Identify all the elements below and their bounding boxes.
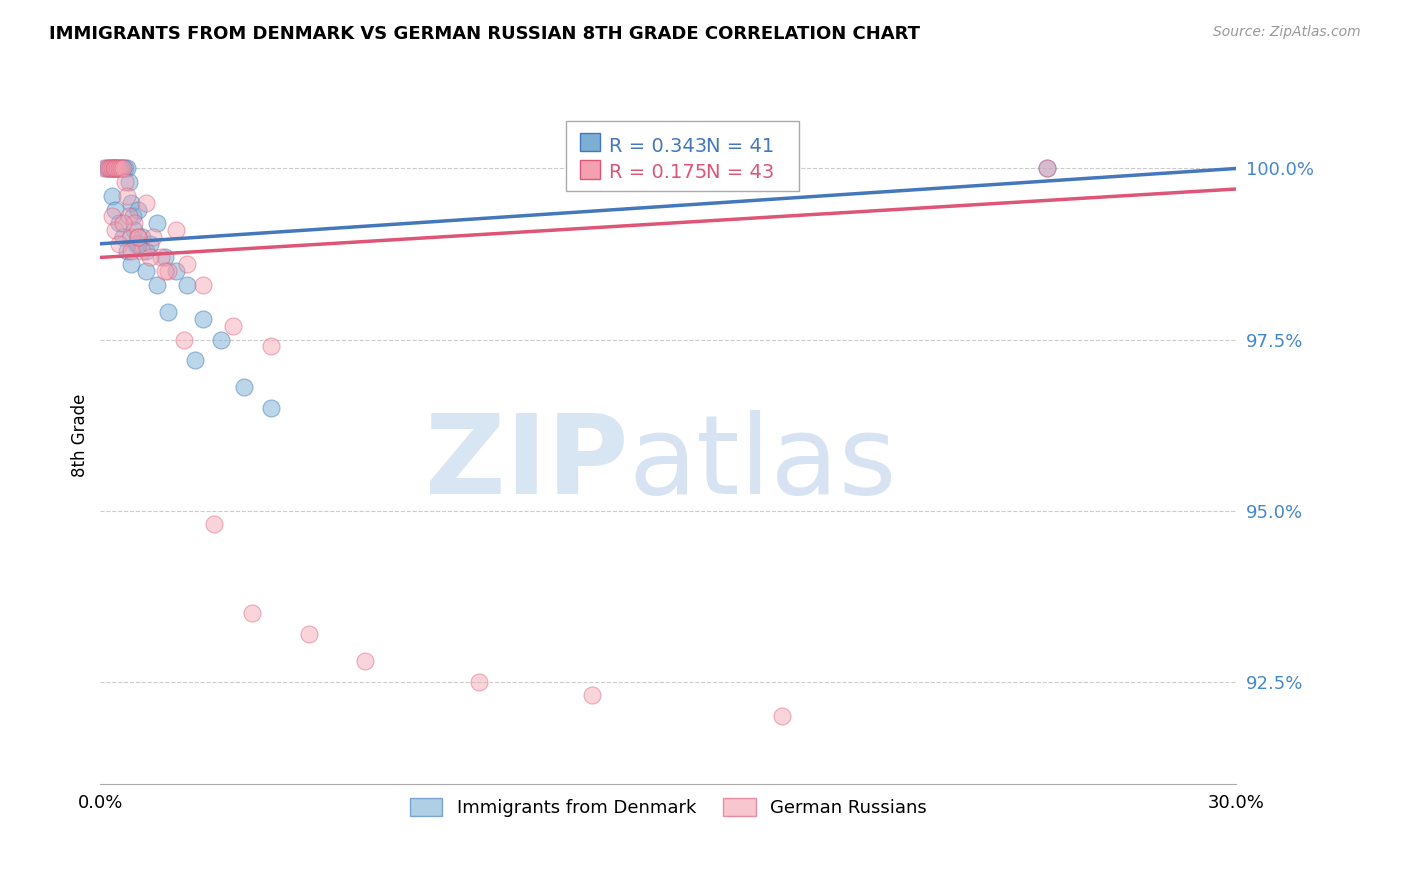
Point <box>127 236 149 251</box>
Point <box>176 257 198 271</box>
Point <box>105 161 128 176</box>
Bar <box>579 133 600 152</box>
Point <box>100 210 122 224</box>
Point <box>97 161 120 176</box>
Point <box>115 161 138 176</box>
Text: atlas: atlas <box>628 409 897 516</box>
Point <box>103 161 125 176</box>
Point <box>770 709 793 723</box>
Point <box>104 161 127 176</box>
Text: IMMIGRANTS FROM DENMARK VS GERMAN RUSSIAN 8TH GRADE CORRELATION CHART: IMMIGRANTS FROM DENMARK VS GERMAN RUSSIA… <box>49 25 920 43</box>
Point <box>104 223 127 237</box>
Point <box>125 236 148 251</box>
Point <box>176 277 198 292</box>
Point <box>98 161 121 176</box>
Text: R = 0.175: R = 0.175 <box>609 163 707 182</box>
Point <box>138 251 160 265</box>
Point <box>114 161 136 176</box>
Point <box>157 264 180 278</box>
Point <box>112 161 135 176</box>
Text: ZIP: ZIP <box>425 409 628 516</box>
Point <box>146 216 169 230</box>
Point <box>120 195 142 210</box>
Point <box>108 161 131 176</box>
Point <box>127 202 149 217</box>
Point <box>105 161 128 176</box>
Point <box>124 223 146 237</box>
Point <box>131 244 153 258</box>
Point <box>184 353 207 368</box>
Point <box>127 230 149 244</box>
Point <box>211 333 233 347</box>
Point <box>297 627 319 641</box>
Point <box>202 517 225 532</box>
Point <box>98 161 121 176</box>
Point <box>112 230 135 244</box>
Point <box>131 230 153 244</box>
Point <box>104 161 127 176</box>
Legend: Immigrants from Denmark, German Russians: Immigrants from Denmark, German Russians <box>402 790 934 824</box>
Point <box>108 236 131 251</box>
Point <box>112 216 135 230</box>
Point <box>108 161 131 176</box>
Point <box>124 216 146 230</box>
Point <box>1035 161 1057 176</box>
Point <box>110 161 132 176</box>
Point <box>93 161 115 176</box>
Point <box>94 161 117 176</box>
Point <box>1035 161 1057 176</box>
Point <box>127 230 149 244</box>
Bar <box>579 161 600 178</box>
Point <box>97 161 120 176</box>
Point <box>222 318 245 333</box>
Point <box>120 230 142 244</box>
Point <box>108 216 131 230</box>
Point <box>100 189 122 203</box>
Point <box>165 223 187 237</box>
Text: R = 0.343: R = 0.343 <box>609 136 707 155</box>
Point <box>121 210 143 224</box>
Point <box>118 175 141 189</box>
Point <box>142 230 165 244</box>
Point <box>100 161 122 176</box>
Point <box>260 401 283 415</box>
Point <box>233 380 256 394</box>
Point <box>157 305 180 319</box>
Point <box>138 236 160 251</box>
Point <box>115 189 138 203</box>
Text: N = 43: N = 43 <box>706 163 773 182</box>
Point <box>100 161 122 176</box>
Point <box>165 264 187 278</box>
Point <box>112 161 135 176</box>
Point <box>114 175 136 189</box>
Y-axis label: 8th Grade: 8th Grade <box>72 393 89 477</box>
Point <box>153 251 176 265</box>
Point <box>120 257 142 271</box>
Point <box>153 264 176 278</box>
Point <box>103 161 125 176</box>
Point <box>146 277 169 292</box>
Point <box>468 674 491 689</box>
Point <box>149 251 172 265</box>
Point <box>581 689 603 703</box>
Point <box>191 277 214 292</box>
Text: N = 41: N = 41 <box>706 136 773 155</box>
Point <box>120 244 142 258</box>
Point <box>118 210 141 224</box>
FancyBboxPatch shape <box>567 121 799 191</box>
Point <box>135 264 157 278</box>
Point <box>173 333 195 347</box>
Point <box>135 244 157 258</box>
Point <box>110 161 132 176</box>
Text: Source: ZipAtlas.com: Source: ZipAtlas.com <box>1213 25 1361 39</box>
Point <box>240 607 263 621</box>
Point <box>354 654 377 668</box>
Point <box>115 244 138 258</box>
Point <box>191 312 214 326</box>
Point <box>135 195 157 210</box>
Point <box>260 339 283 353</box>
Point <box>104 202 127 217</box>
